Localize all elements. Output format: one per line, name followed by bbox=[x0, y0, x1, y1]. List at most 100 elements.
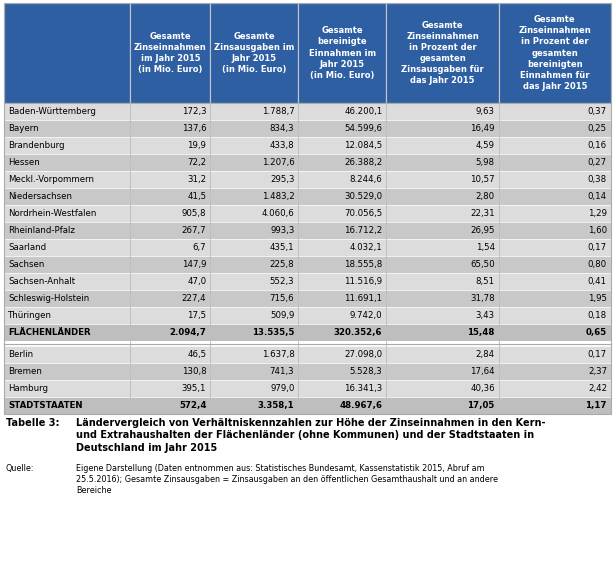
Bar bbox=[130, 256, 210, 273]
Text: 22,31: 22,31 bbox=[470, 209, 494, 218]
Text: 17,05: 17,05 bbox=[467, 401, 494, 410]
Text: 8.244,6: 8.244,6 bbox=[350, 175, 383, 184]
Bar bbox=[298, 324, 386, 341]
Bar bbox=[386, 363, 499, 380]
Bar bbox=[298, 239, 386, 256]
Bar bbox=[386, 205, 499, 222]
Text: 5.528,3: 5.528,3 bbox=[350, 367, 383, 376]
Text: 433,8: 433,8 bbox=[270, 141, 295, 150]
Text: 2,42: 2,42 bbox=[588, 384, 607, 393]
Text: Schleswig-Holstein: Schleswig-Holstein bbox=[8, 294, 89, 303]
Text: 715,6: 715,6 bbox=[270, 294, 295, 303]
Bar bbox=[130, 346, 210, 363]
Bar bbox=[130, 397, 210, 414]
Bar bbox=[4, 154, 130, 171]
Text: FLÄCHENLÄNDER: FLÄCHENLÄNDER bbox=[8, 328, 90, 337]
Bar bbox=[499, 205, 611, 222]
Text: 0,41: 0,41 bbox=[588, 277, 607, 286]
Bar bbox=[210, 273, 298, 290]
Text: Gesamte
Zinsausgaben im
Jahr 2015
(in Mio. Euro): Gesamte Zinsausgaben im Jahr 2015 (in Mi… bbox=[214, 32, 295, 74]
Bar bbox=[210, 397, 298, 414]
Bar bbox=[298, 103, 386, 120]
Text: 11.691,1: 11.691,1 bbox=[344, 294, 383, 303]
Text: 320.352,6: 320.352,6 bbox=[334, 328, 383, 337]
Text: 41,5: 41,5 bbox=[187, 192, 207, 201]
Text: 65,50: 65,50 bbox=[470, 260, 494, 269]
Text: 0,14: 0,14 bbox=[588, 192, 607, 201]
Text: 1,95: 1,95 bbox=[588, 294, 607, 303]
Bar bbox=[4, 103, 130, 120]
Bar bbox=[298, 307, 386, 324]
Bar bbox=[130, 154, 210, 171]
Text: 4,59: 4,59 bbox=[476, 141, 494, 150]
Bar bbox=[298, 380, 386, 397]
Text: 9,63: 9,63 bbox=[476, 107, 494, 116]
Text: 0,38: 0,38 bbox=[588, 175, 607, 184]
Text: 2,84: 2,84 bbox=[475, 350, 494, 359]
Bar bbox=[4, 3, 130, 103]
Text: 741,3: 741,3 bbox=[270, 367, 295, 376]
Text: 16,49: 16,49 bbox=[470, 124, 494, 133]
Text: 1,60: 1,60 bbox=[588, 226, 607, 235]
Bar bbox=[210, 3, 298, 103]
Bar bbox=[298, 137, 386, 154]
Bar bbox=[386, 290, 499, 307]
Text: Nordrhein-Westfalen: Nordrhein-Westfalen bbox=[8, 209, 97, 218]
Bar bbox=[4, 120, 130, 137]
Bar bbox=[210, 103, 298, 120]
Text: 552,3: 552,3 bbox=[270, 277, 295, 286]
Text: 27.098,0: 27.098,0 bbox=[344, 350, 383, 359]
Bar bbox=[210, 324, 298, 341]
Bar bbox=[130, 222, 210, 239]
Bar bbox=[499, 3, 611, 103]
Bar bbox=[4, 256, 130, 273]
Bar bbox=[4, 397, 130, 414]
Text: 1.637,8: 1.637,8 bbox=[261, 350, 295, 359]
Bar bbox=[386, 273, 499, 290]
Bar bbox=[4, 273, 130, 290]
Text: Rheinland-Pfalz: Rheinland-Pfalz bbox=[8, 226, 75, 235]
Text: 10,57: 10,57 bbox=[470, 175, 494, 184]
Text: 26,95: 26,95 bbox=[470, 226, 494, 235]
Bar bbox=[130, 363, 210, 380]
Bar bbox=[4, 324, 130, 341]
Bar bbox=[4, 346, 130, 363]
Text: 17,5: 17,5 bbox=[187, 311, 207, 320]
Text: 31,78: 31,78 bbox=[470, 294, 494, 303]
Text: 0,17: 0,17 bbox=[588, 350, 607, 359]
Bar bbox=[210, 380, 298, 397]
Bar bbox=[499, 120, 611, 137]
Bar bbox=[499, 154, 611, 171]
Text: 0,16: 0,16 bbox=[588, 141, 607, 150]
Bar bbox=[386, 256, 499, 273]
Bar bbox=[386, 137, 499, 154]
Bar bbox=[386, 397, 499, 414]
Bar bbox=[210, 137, 298, 154]
Text: 0,37: 0,37 bbox=[588, 107, 607, 116]
Bar bbox=[298, 256, 386, 273]
Text: 16.341,3: 16.341,3 bbox=[344, 384, 383, 393]
Bar bbox=[298, 290, 386, 307]
Bar bbox=[499, 171, 611, 188]
Bar bbox=[499, 290, 611, 307]
Text: 9.742,0: 9.742,0 bbox=[350, 311, 383, 320]
Bar bbox=[130, 188, 210, 205]
Text: 905,8: 905,8 bbox=[182, 209, 207, 218]
Text: 54.599,6: 54.599,6 bbox=[344, 124, 383, 133]
Bar bbox=[210, 222, 298, 239]
Bar bbox=[386, 222, 499, 239]
Bar bbox=[298, 154, 386, 171]
Bar bbox=[4, 341, 611, 346]
Text: Gesamte
bereinigte
Einnahmen im
Jahr 2015
(in Mio. Euro): Gesamte bereinigte Einnahmen im Jahr 201… bbox=[309, 26, 376, 80]
Bar bbox=[298, 188, 386, 205]
Text: 15,48: 15,48 bbox=[467, 328, 494, 337]
Text: 993,3: 993,3 bbox=[270, 226, 295, 235]
Bar bbox=[298, 363, 386, 380]
Bar bbox=[130, 380, 210, 397]
Bar bbox=[130, 3, 210, 103]
Text: STADTSTAATEN: STADTSTAATEN bbox=[8, 401, 82, 410]
Text: 225,8: 225,8 bbox=[270, 260, 295, 269]
Text: 5,98: 5,98 bbox=[476, 158, 494, 167]
Bar bbox=[386, 154, 499, 171]
Text: 6,7: 6,7 bbox=[192, 243, 207, 252]
